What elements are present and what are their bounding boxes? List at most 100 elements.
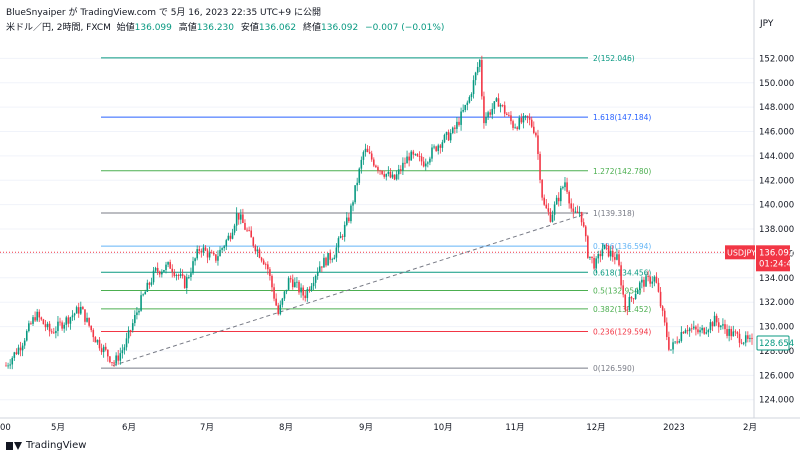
candle-body bbox=[638, 282, 641, 291]
candle-body bbox=[125, 338, 128, 348]
candle-body bbox=[240, 214, 242, 220]
candle-body bbox=[113, 362, 115, 364]
candle-body bbox=[620, 265, 622, 286]
y-tick-label: 134.000 bbox=[759, 274, 794, 284]
candle-body bbox=[227, 235, 230, 241]
candle-body bbox=[537, 135, 539, 154]
candle-body bbox=[229, 235, 232, 239]
candle-body bbox=[244, 223, 246, 230]
tradingview-logo-icon bbox=[6, 441, 22, 451]
symbol-name[interactable]: 米ドル／円, 2時間, FXCM bbox=[6, 23, 111, 33]
candle-body bbox=[362, 152, 365, 160]
candle-body bbox=[69, 317, 72, 324]
countdown-text: 01:24:42 bbox=[759, 259, 797, 269]
candle-body bbox=[429, 158, 431, 163]
candle-body bbox=[73, 313, 76, 316]
candle-body bbox=[589, 256, 591, 258]
candle-body bbox=[250, 230, 253, 238]
fib-level-label: 0.5(132.954) bbox=[593, 287, 642, 296]
candle-body bbox=[233, 225, 236, 233]
last-price-tag bbox=[756, 245, 790, 272]
candle-body bbox=[28, 323, 30, 332]
candle-body bbox=[55, 331, 57, 334]
candle-body bbox=[418, 156, 421, 157]
candle-body bbox=[364, 148, 367, 153]
candle-body bbox=[173, 272, 176, 276]
fib-level-label: 0.382(131.452) bbox=[593, 305, 651, 314]
candle-body bbox=[570, 203, 573, 209]
candle-body bbox=[549, 211, 552, 222]
y-tick-label: 152.000 bbox=[759, 54, 794, 64]
candle-body bbox=[379, 170, 381, 172]
candle-body bbox=[285, 289, 288, 292]
candle-body bbox=[670, 349, 672, 351]
candle-body bbox=[341, 236, 344, 237]
candle-body bbox=[460, 111, 462, 125]
candle-body bbox=[568, 191, 570, 204]
candle-body bbox=[90, 325, 92, 331]
change-value: −0.007 (−0.01%) bbox=[365, 23, 445, 33]
candle-body bbox=[360, 159, 363, 169]
candle-body bbox=[530, 119, 533, 127]
candle-body bbox=[291, 279, 294, 288]
candle-body bbox=[208, 252, 211, 258]
candle-body bbox=[553, 204, 556, 215]
candle-body bbox=[84, 309, 86, 322]
candle-body bbox=[599, 254, 602, 257]
candle-body bbox=[501, 104, 504, 106]
candle-body bbox=[389, 172, 392, 178]
high-label: 高値 bbox=[178, 23, 197, 33]
candle-body bbox=[684, 330, 687, 334]
candle-body bbox=[674, 341, 676, 343]
candle-body bbox=[551, 214, 554, 222]
candle-body bbox=[271, 275, 273, 288]
candle-body bbox=[562, 187, 564, 189]
candle-body bbox=[603, 244, 606, 250]
candle-body bbox=[495, 98, 498, 102]
candle-body bbox=[32, 317, 34, 324]
candle-body bbox=[609, 250, 612, 257]
candle-body bbox=[144, 291, 147, 295]
candle-body bbox=[21, 345, 24, 351]
candle-body bbox=[314, 275, 317, 283]
candle-body bbox=[574, 211, 577, 213]
candle-body bbox=[543, 197, 546, 205]
candle-body bbox=[9, 364, 11, 366]
candle-body bbox=[724, 324, 726, 330]
candle-body bbox=[17, 347, 20, 355]
candle-body bbox=[354, 185, 356, 203]
candle-body bbox=[676, 341, 678, 343]
low-label: 安値 bbox=[240, 23, 259, 33]
x-tick-label: 12月 bbox=[586, 423, 605, 433]
candle-body bbox=[366, 148, 369, 153]
candle-body bbox=[732, 331, 735, 337]
candle-body bbox=[680, 332, 683, 341]
candle-body bbox=[248, 230, 250, 231]
candle-body bbox=[711, 322, 714, 327]
candle-body bbox=[134, 315, 136, 324]
candle-body bbox=[408, 156, 410, 161]
candle-body bbox=[493, 101, 496, 109]
candle-body bbox=[316, 271, 319, 276]
high-value: 136.230 bbox=[196, 23, 234, 33]
candle-body bbox=[42, 319, 45, 325]
candle-body bbox=[375, 165, 377, 168]
candle-body bbox=[464, 104, 467, 111]
candle-body bbox=[38, 311, 41, 318]
candle-body bbox=[183, 276, 186, 289]
candle-body bbox=[169, 262, 171, 269]
candle-body bbox=[605, 244, 608, 246]
candle-body bbox=[406, 156, 408, 164]
fib-level-label: 0.618(134.456) bbox=[593, 268, 651, 277]
candle-body bbox=[161, 271, 163, 275]
candle-body bbox=[647, 276, 649, 278]
symbol-tag-text: USDJPY bbox=[727, 248, 756, 257]
candle-body bbox=[289, 278, 292, 280]
candle-body bbox=[385, 173, 388, 177]
candle-body bbox=[34, 317, 36, 321]
candle-body bbox=[221, 248, 223, 250]
candle-body bbox=[514, 127, 516, 129]
candle-body bbox=[7, 365, 9, 367]
candle-body bbox=[391, 174, 394, 178]
